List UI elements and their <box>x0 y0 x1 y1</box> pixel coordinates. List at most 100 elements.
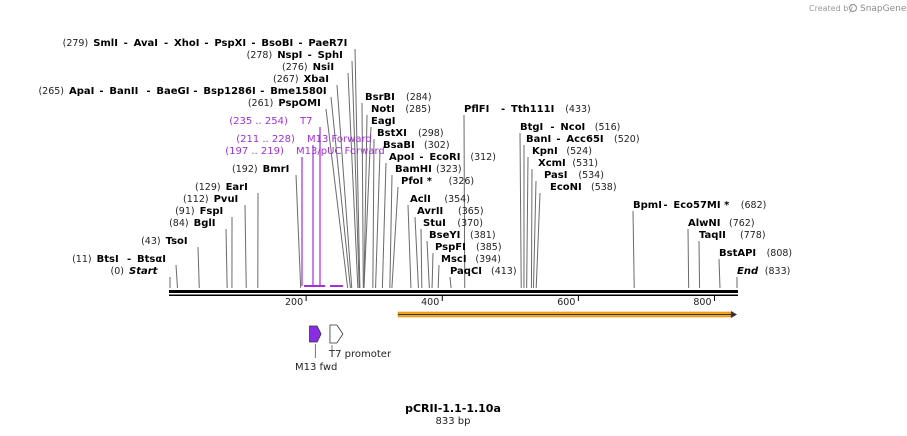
primer-label-m13-forward[interactable]: M13 Forward <box>307 134 372 145</box>
feature-m13-fwd[interactable] <box>309 325 322 343</box>
cut-position-pvui: (112) <box>183 194 209 205</box>
enzyme-label-econi[interactable]: EcoNI <box>550 182 582 193</box>
enzyme-label-apoi[interactable]: ApoI <box>389 152 415 163</box>
enzyme-label-pspxi[interactable]: PspXI <box>214 38 246 49</box>
enzyme-label-acli[interactable]: AclI <box>410 194 431 205</box>
cut-position-pfoi: (326) <box>449 176 475 187</box>
cut-position-bamhi: (323) <box>436 164 462 175</box>
enzyme-label-tth111i[interactable]: Tth111I <box>511 104 554 115</box>
enzyme-label-bmri[interactable]: BmrI <box>263 164 290 175</box>
enzyme-label-apai[interactable]: ApaI <box>69 86 94 97</box>
enzyme-label-bani[interactable]: BanI <box>526 134 551 145</box>
cut-position-smli: (279) <box>63 38 89 49</box>
enzyme-label-ncoi[interactable]: NcoI <box>560 122 585 133</box>
cut-position-tth111i: (433) <box>565 104 591 115</box>
credit-text: Created by <box>809 4 853 13</box>
label-separator: - <box>204 38 208 49</box>
enzyme-label-pvui[interactable]: PvuI <box>214 194 239 205</box>
cut-position-bsabi: (302) <box>424 140 450 151</box>
enzyme-label-bsobi[interactable]: BsoBI <box>261 38 293 49</box>
enzyme-label-nspi[interactable]: NspI <box>277 50 302 61</box>
enzyme-label-stui[interactable]: StuI <box>423 218 446 229</box>
enzyme-label-bts-i[interactable]: BtsαI <box>137 254 166 265</box>
map-title: pCRII-1.1-1.10a 833 bp <box>405 402 501 427</box>
cut-position-bstxi: (298) <box>418 128 444 139</box>
cut-position-avrii: (365) <box>458 206 484 217</box>
enzyme-label-paqci[interactable]: PaqCI <box>450 266 482 277</box>
enzyme-label-bme1580i[interactable]: Bme1580I <box>270 86 326 97</box>
enzyme-label-fspi[interactable]: FspI <box>200 206 224 217</box>
label-separator: - <box>663 200 667 211</box>
sequence-length: 833 bp <box>436 416 471 427</box>
cut-position-tsoi: (43) <box>141 236 161 247</box>
enzyme-label-xbai[interactable]: XbaI <box>304 74 329 85</box>
enzyme-label-paer7i[interactable]: PaeR7I <box>308 38 347 49</box>
enzyme-label-alwni[interactable]: AlwNI <box>688 218 721 229</box>
enzyme-label-eagi[interactable]: EagI <box>371 116 395 127</box>
enzyme-label-pspfi[interactable]: PspFI <box>435 242 466 253</box>
cut-leader-xbai <box>336 84 353 289</box>
label-separator: - <box>550 122 554 133</box>
cut-position-taqii: (778) <box>740 230 766 241</box>
enzyme-label-bstapi[interactable]: BstAPI <box>719 248 756 259</box>
cut-site-leaders <box>169 48 738 289</box>
brand-text: SnapGene <box>860 4 907 14</box>
primer-label-t7[interactable]: T7 <box>299 116 312 127</box>
enzyme-label-kpni[interactable]: KpnI <box>532 146 558 157</box>
primer-label-m13-puc-forward[interactable]: M13/pUC Forward <box>296 146 385 157</box>
enzyme-label-btgi[interactable]: BtgI <box>520 122 543 133</box>
enzyme-label-msci[interactable]: MscI <box>441 254 467 265</box>
enzyme-label-eco57mi[interactable]: Eco57MI * <box>673 200 730 211</box>
enzyme-label-avrii[interactable]: AvrII <box>417 206 443 217</box>
enzyme-label-ecori[interactable]: EcoRI <box>429 152 460 163</box>
cut-position-bstapi: (808) <box>767 248 793 259</box>
enzyme-label-pasi[interactable]: PasI <box>544 170 567 181</box>
enzyme-label-bamhi[interactable]: BamHI <box>395 164 432 175</box>
label-separator: - <box>127 254 131 265</box>
enzyme-label-nsii[interactable]: NsiI <box>313 62 334 73</box>
cut-position-noti: (285) <box>405 104 431 115</box>
cut-position-paqci: (413) <box>491 266 517 277</box>
enzyme-label-btsi[interactable]: BtsI <box>97 254 119 265</box>
enzyme-label-xhoi[interactable]: XhoI <box>174 38 199 49</box>
enzyme-label-bpmi[interactable]: BpmI <box>633 200 662 211</box>
cut-leader-bsabi <box>375 150 381 289</box>
cut-position-alwni: (762) <box>729 218 755 229</box>
enzyme-label-baegi[interactable]: BaeGI <box>156 86 189 97</box>
enzyme-label-bgli[interactable]: BglI <box>194 218 216 229</box>
cut-position-bmri: (192) <box>232 164 258 175</box>
feature-t7-promoter[interactable] <box>329 324 344 344</box>
backbone-bottom-strand <box>169 294 738 296</box>
cut-leader-bamhi <box>389 174 393 289</box>
enzyme-label-pspomi[interactable]: PspOMI <box>278 98 320 109</box>
tick-label: 400 <box>421 297 439 308</box>
enzyme-label-end[interactable]: End <box>737 266 759 277</box>
enzyme-label-bstxi[interactable]: BstXI <box>377 128 407 139</box>
cut-position-end: (833) <box>765 266 791 277</box>
enzyme-label-bsabi[interactable]: BsaBI <box>383 140 415 151</box>
enzyme-label-noti[interactable]: NotI <box>371 104 395 115</box>
enzyme-label-bsrbi[interactable]: BsrBI <box>365 92 395 103</box>
enzyme-label-sphi[interactable]: SphI <box>318 50 343 61</box>
enzyme-label-banii[interactable]: BanII <box>109 86 138 97</box>
cut-position-ecori: (312) <box>470 152 496 163</box>
cut-leader-bstxi <box>372 138 375 289</box>
enzyme-label-taqii[interactable]: TaqII <box>699 230 726 241</box>
enzyme-label-bsp1286i[interactable]: Bsp1286I <box>203 86 255 97</box>
enzyme-label-start[interactable]: Start <box>129 266 159 277</box>
enzyme-label-xcmi[interactable]: XcmI <box>538 158 566 169</box>
tick-label: 600 <box>557 297 575 308</box>
enzyme-label-pflfi[interactable]: PflFI <box>464 104 489 115</box>
enzyme-label-acc65i[interactable]: Acc65I <box>566 134 603 145</box>
enzyme-label-smli[interactable]: SmlI <box>93 38 118 49</box>
enzyme-label-bseyi[interactable]: BseYI <box>429 230 460 241</box>
enzyme-label-eari[interactable]: EarI <box>226 182 248 193</box>
backbone-top-strand <box>169 290 738 293</box>
cut-leader-pfoi <box>391 186 399 289</box>
enzyme-label-pfoi[interactable]: PfoI * <box>401 176 433 187</box>
cut-leader-bpmi <box>632 210 635 289</box>
enzyme-label-tsoi[interactable]: TsoI <box>166 236 188 247</box>
enzyme-label-avai[interactable]: AvaI <box>134 38 158 49</box>
snapgene-credit: Created by SnapGene <box>809 3 907 14</box>
